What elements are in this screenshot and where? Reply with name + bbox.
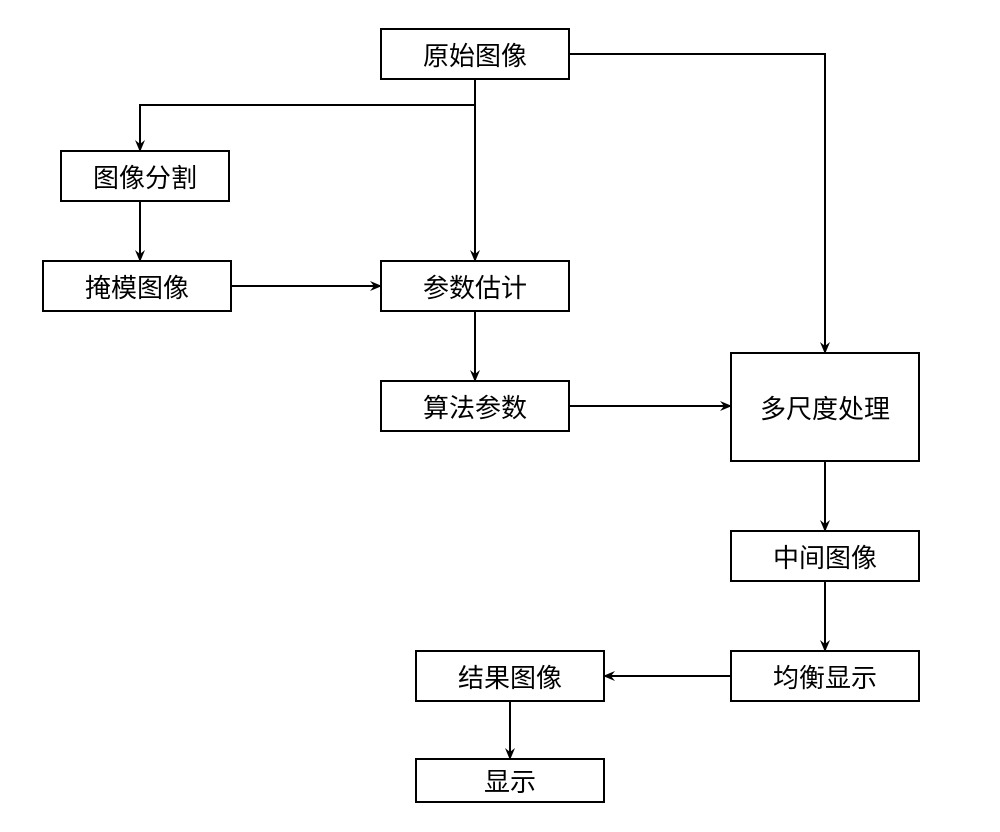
node-intermediate-image: 中间图像 bbox=[730, 530, 920, 582]
node-label: 图像分割 bbox=[93, 158, 197, 195]
node-label: 显示 bbox=[484, 762, 536, 799]
node-label: 掩模图像 bbox=[85, 268, 189, 305]
node-label: 结果图像 bbox=[458, 658, 562, 695]
node-mask-image: 掩模图像 bbox=[42, 260, 232, 312]
node-algorithm-parameters: 算法参数 bbox=[380, 380, 570, 432]
node-label: 中间图像 bbox=[773, 538, 877, 575]
node-label: 均衡显示 bbox=[773, 658, 877, 695]
node-label: 参数估计 bbox=[423, 268, 527, 305]
node-equalize-display: 均衡显示 bbox=[730, 650, 920, 702]
node-result-image: 结果图像 bbox=[415, 650, 605, 702]
node-label: 多尺度处理 bbox=[760, 389, 890, 426]
node-label: 算法参数 bbox=[423, 388, 527, 425]
node-display: 显示 bbox=[415, 758, 605, 803]
node-original-image: 原始图像 bbox=[380, 28, 570, 80]
node-multiscale-processing: 多尺度处理 bbox=[730, 352, 920, 462]
node-label: 原始图像 bbox=[423, 36, 527, 73]
node-parameter-estimation: 参数估计 bbox=[380, 260, 570, 312]
node-image-segmentation: 图像分割 bbox=[60, 150, 230, 202]
